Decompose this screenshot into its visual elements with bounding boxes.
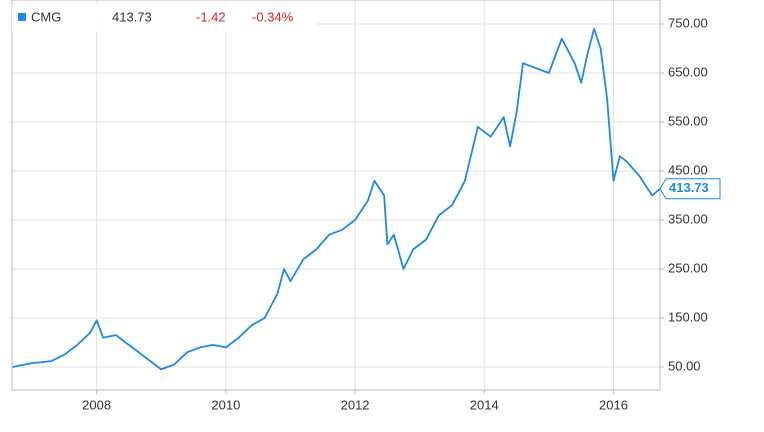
x-tick-label: 2010 <box>211 397 240 412</box>
last-value-label: 413.73 <box>669 180 709 195</box>
y-tick-label: 150.00 <box>668 309 708 324</box>
x-tick-label: 2008 <box>82 397 111 412</box>
y-tick-label: 750.00 <box>668 15 708 30</box>
plot-frame <box>11 0 661 391</box>
legend-symbol: CMG <box>31 9 61 24</box>
price: 413.73 <box>112 9 152 24</box>
change: -1.42 <box>196 9 226 24</box>
y-tick-label: 450.00 <box>668 162 708 177</box>
y-tick-label: 350.00 <box>668 211 708 226</box>
change-percent: -0.34% <box>252 9 294 24</box>
y-tick-label: 250.00 <box>668 260 708 275</box>
x-tick-label: 2014 <box>470 397 499 412</box>
y-tick-label: 650.00 <box>668 64 708 79</box>
x-tick-label: 2012 <box>341 397 370 412</box>
y-tick-label: 50.00 <box>668 358 701 373</box>
y-tick-label: 550.00 <box>668 113 708 128</box>
legend-box <box>12 4 317 32</box>
x-tick-label: 2016 <box>599 397 628 412</box>
legend-swatch <box>18 13 26 21</box>
price-line <box>12 28 661 371</box>
last-value-box <box>659 178 721 200</box>
plot <box>12 28 661 371</box>
